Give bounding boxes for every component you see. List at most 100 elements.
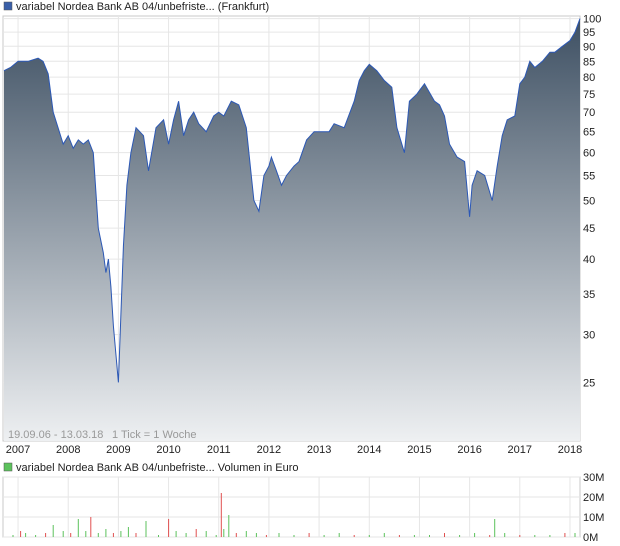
volume-bars (12, 493, 576, 537)
x-tick-label: 2013 (307, 444, 331, 456)
x-tick-label: 2015 (407, 444, 431, 456)
y-tick-label: 85 (583, 56, 595, 68)
volume-bar (323, 535, 325, 537)
volume-bar (168, 519, 170, 537)
volume-bar (489, 535, 491, 537)
volume-tick-label: 10M (583, 512, 604, 524)
y-tick-label: 40 (583, 254, 595, 266)
volume-bar (368, 535, 370, 537)
x-tick-label: 2008 (56, 444, 80, 456)
volume-tick-label: 20M (583, 492, 604, 504)
volume-bar (504, 533, 506, 537)
volume-bar (25, 533, 27, 537)
volume-bar (62, 531, 64, 537)
x-tick-label: 2007 (6, 444, 30, 456)
volume-bar (574, 533, 576, 537)
volume-bar (549, 535, 551, 537)
volume-bar (255, 533, 257, 537)
y-tick-label: 80 (583, 72, 595, 84)
x-tick-label: 2018 (558, 444, 582, 456)
volume-bar (195, 529, 197, 537)
volume-bar (265, 535, 267, 537)
y-tick-label: 30 (583, 330, 595, 342)
y-tick-label: 65 (583, 127, 595, 139)
price-line (3, 18, 581, 383)
y-tick-label: 95 (583, 27, 595, 39)
volume-tick-label: 30M (583, 472, 604, 484)
y-tick-label: 70 (583, 107, 595, 119)
volume-y-axis: 30M 20M 10M 0M (583, 472, 604, 544)
volume-bar (205, 531, 207, 537)
y-tick-label: 90 (583, 41, 595, 53)
volume-bar (215, 535, 217, 537)
volume-bar (12, 535, 14, 537)
volume-bar (105, 529, 107, 537)
x-tick-label: 2017 (508, 444, 532, 456)
volume-bar (35, 535, 37, 537)
y-tick-label: 75 (583, 89, 595, 101)
x-tick-label: 2011 (207, 444, 231, 456)
volume-tick-label: 0M (583, 532, 598, 544)
volume-bar (293, 535, 295, 537)
y-tick-label: 55 (583, 171, 595, 183)
volume-bar (494, 519, 496, 537)
volume-bar (235, 533, 237, 537)
volume-bar (45, 533, 47, 537)
volume-bar (564, 533, 566, 537)
volume-bar (519, 535, 521, 537)
volume-bar (308, 533, 310, 537)
volume-bar (70, 533, 72, 537)
volume-bar (398, 535, 400, 537)
volume-bar (185, 533, 187, 537)
y-tick-label: 45 (583, 223, 595, 235)
date-range-label: 19.09.06 - 13.03.18 (8, 429, 103, 441)
volume-bar (97, 533, 99, 537)
volume-bar (20, 531, 22, 537)
y-tick-label: 25 (583, 377, 595, 389)
main-chart-title: variabel Nordea Bank AB 04/unbefriste...… (16, 1, 269, 13)
volume-bar (245, 531, 247, 537)
x-tick-label: 2016 (457, 444, 481, 456)
x-tick-label: 2014 (357, 444, 381, 456)
volume-bar (85, 531, 87, 537)
volume-bar (383, 533, 385, 537)
volume-bar (52, 525, 54, 537)
x-tick-label: 2010 (156, 444, 180, 456)
volume-bar (223, 529, 225, 537)
y-tick-label: 50 (583, 196, 595, 208)
volume-bar (145, 521, 147, 537)
volume-bar (120, 531, 122, 537)
y-tick-label: 100 (583, 14, 601, 26)
main-x-axis: 2007 2008 2009 2010 2011 2012 2013 2014 2015 2016… (6, 444, 582, 456)
volume-bar (459, 535, 461, 537)
volume-bar (127, 527, 129, 537)
volume-bar (112, 533, 114, 537)
volume-bar (413, 535, 415, 537)
volume-bar (429, 535, 430, 537)
price-area (4, 18, 580, 441)
volume-bar (175, 531, 177, 537)
volume-bar (444, 533, 445, 537)
x-tick-label: 2012 (257, 444, 281, 456)
volume-bar (338, 533, 340, 537)
volume-bar (353, 535, 355, 537)
tick-info-label: 1 Tick = 1 Woche (112, 429, 196, 441)
volume-bar (228, 515, 230, 537)
volume-chart-title: variabel Nordea Bank AB 04/unbefriste...… (16, 462, 299, 474)
volume-bar (220, 493, 222, 537)
main-legend-swatch (3, 1, 13, 11)
volume-bar (77, 519, 79, 537)
y-tick-label: 60 (583, 148, 595, 160)
volume-bar (474, 533, 476, 537)
volume-bar (534, 535, 536, 537)
y-tick-label: 35 (583, 289, 595, 301)
volume-gridlines (3, 476, 580, 538)
volume-legend-swatch (3, 462, 13, 472)
volume-plot-frame (2, 476, 581, 538)
volume-bar (135, 533, 137, 537)
volume-bar (90, 517, 92, 537)
volume-bar (278, 533, 280, 537)
volume-bar (158, 535, 159, 537)
